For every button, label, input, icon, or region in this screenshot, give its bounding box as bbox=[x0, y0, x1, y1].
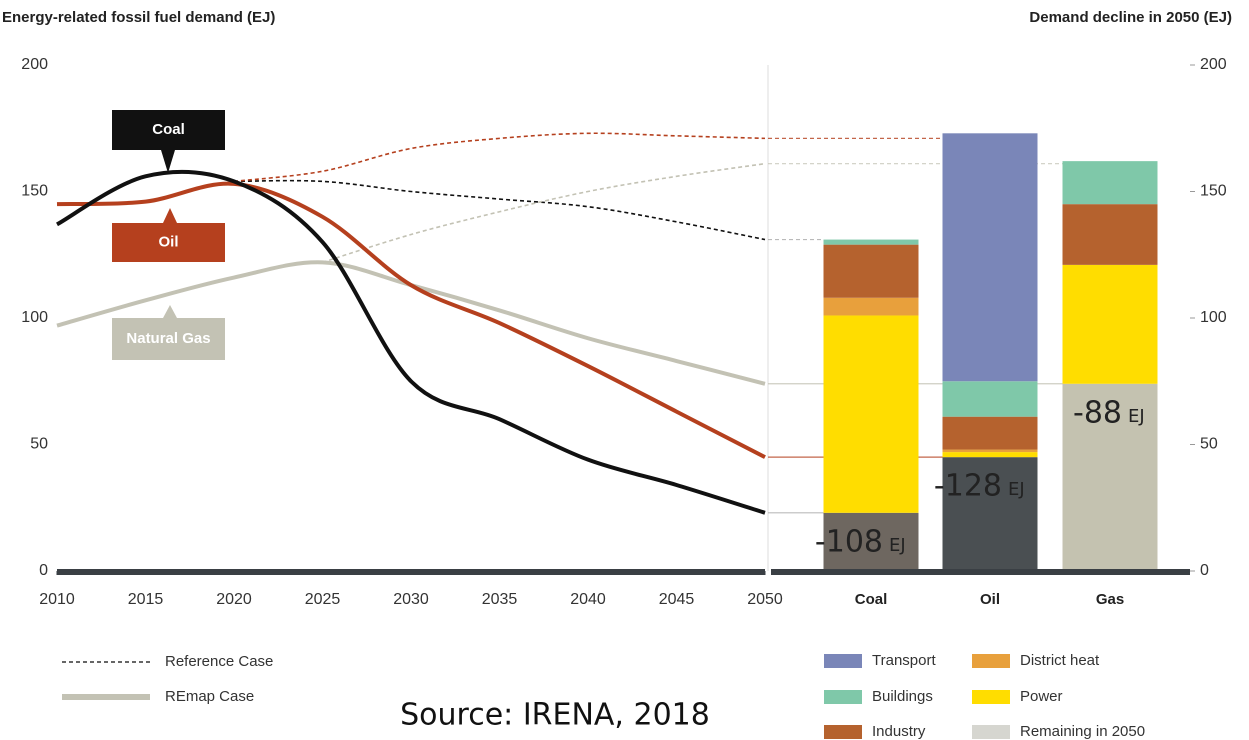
x-tick-label: 2050 bbox=[747, 591, 783, 608]
callout-pointer bbox=[163, 305, 177, 318]
y-tick-label: 0 bbox=[1200, 562, 1209, 579]
decline-value: -88 bbox=[1073, 395, 1122, 430]
y-tick-label: 200 bbox=[1200, 56, 1227, 73]
remap-line bbox=[56, 181, 766, 459]
legend-swatch bbox=[824, 654, 862, 668]
bar-segment bbox=[823, 297, 919, 316]
bar-segment bbox=[1062, 264, 1158, 384]
bar-segment bbox=[823, 239, 919, 245]
remap-line bbox=[56, 169, 766, 515]
x-tick-label: Oil bbox=[980, 591, 1000, 608]
callout-label: Coal bbox=[152, 121, 185, 138]
x-axis bbox=[57, 569, 765, 575]
x-tick-label: 2010 bbox=[39, 591, 75, 608]
x-tick-label: 2035 bbox=[482, 591, 518, 608]
reference-line bbox=[233, 179, 766, 241]
bar-segment bbox=[942, 457, 1038, 571]
y-tick-label: 150 bbox=[21, 183, 48, 200]
callout-pointer bbox=[163, 208, 177, 223]
decline-unit: EJ bbox=[889, 535, 906, 556]
legend-label: District heat bbox=[1020, 652, 1100, 669]
y-tick-label: 100 bbox=[1200, 309, 1227, 326]
x-tick-label: 2030 bbox=[393, 591, 429, 608]
legend-label: Buildings bbox=[872, 688, 933, 705]
chart-title: Energy-related fossil fuel demand (EJ) bbox=[2, 9, 275, 26]
y-tick-label: 50 bbox=[30, 436, 48, 453]
legend-swatch bbox=[824, 690, 862, 704]
x-tick-label: 2020 bbox=[216, 591, 252, 608]
x-tick-label: Gas bbox=[1096, 591, 1124, 608]
legend-swatch bbox=[972, 725, 1010, 739]
bar-segment bbox=[942, 416, 1038, 450]
y-tick-label: 150 bbox=[1200, 183, 1227, 200]
decline-value: -128 bbox=[934, 469, 1002, 504]
x-axis bbox=[771, 569, 1190, 575]
legend-label: Remaining in 2050 bbox=[1020, 723, 1145, 740]
bar-segment bbox=[1062, 383, 1158, 571]
bar-segment bbox=[942, 133, 1038, 382]
y-tick-label: 50 bbox=[1200, 436, 1218, 453]
bar-segment bbox=[823, 315, 919, 513]
bar-segment bbox=[1062, 204, 1158, 265]
decline-value: -108 bbox=[815, 524, 883, 559]
x-tick-label: 2025 bbox=[305, 591, 341, 608]
x-tick-label: 2045 bbox=[659, 591, 695, 608]
callout-label: Natural Gas bbox=[126, 330, 210, 347]
bar-segment bbox=[942, 381, 1038, 417]
decline-unit: EJ bbox=[1008, 479, 1025, 500]
bar-segment bbox=[823, 512, 919, 571]
callout-label: Oil bbox=[158, 233, 178, 250]
y-tick-label: 100 bbox=[21, 309, 48, 326]
callout-box bbox=[112, 110, 225, 150]
legend-label: Reference Case bbox=[165, 653, 273, 670]
bar-segment bbox=[1062, 161, 1158, 205]
legend-swatch bbox=[972, 690, 1010, 704]
callout-box bbox=[112, 318, 225, 360]
x-tick-label: 2040 bbox=[570, 591, 606, 608]
legend-label: Power bbox=[1020, 688, 1063, 705]
reference-line bbox=[233, 132, 766, 183]
source: Source: IRENA, 2018 bbox=[400, 698, 710, 733]
legend-swatch bbox=[972, 654, 1010, 668]
legend-swatch bbox=[824, 725, 862, 739]
bar-segment bbox=[942, 452, 1038, 458]
y-tick-label: 200 bbox=[21, 56, 48, 73]
chart-title: Demand decline in 2050 (EJ) bbox=[1029, 9, 1232, 26]
bar-segment bbox=[942, 449, 1038, 453]
x-tick-label: 2015 bbox=[128, 591, 164, 608]
callout-pointer bbox=[161, 150, 175, 173]
reference-line bbox=[322, 162, 766, 264]
bar-segment bbox=[823, 244, 919, 298]
legend-label: REmap Case bbox=[165, 688, 254, 705]
legend-label: Industry bbox=[872, 723, 926, 740]
legend-label: Transport bbox=[872, 652, 936, 669]
y-tick-label: 0 bbox=[39, 562, 48, 579]
x-tick-label: Coal bbox=[855, 591, 888, 608]
callout-box bbox=[112, 223, 225, 262]
decline-unit: EJ bbox=[1128, 406, 1145, 427]
